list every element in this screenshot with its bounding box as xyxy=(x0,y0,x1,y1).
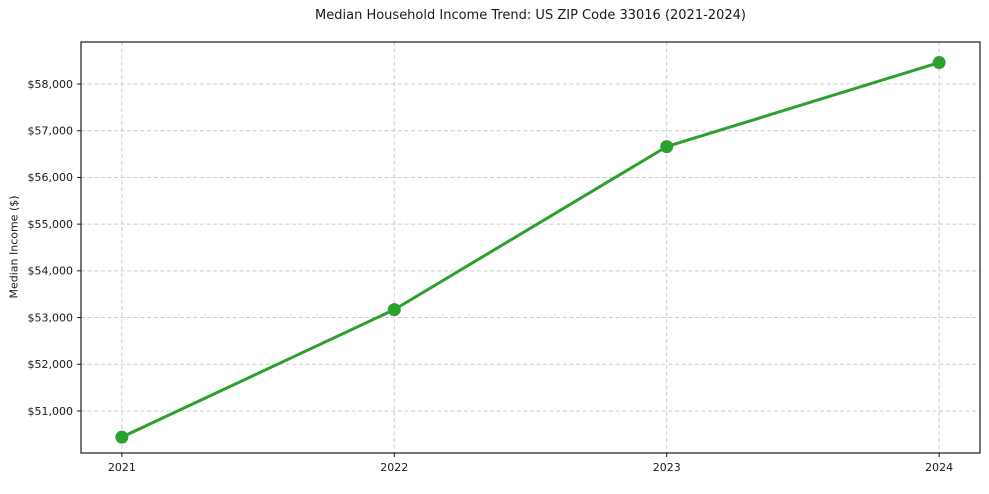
y-axis-label: Median Income ($) xyxy=(7,195,21,299)
y-tick-label: $51,000 xyxy=(28,405,74,418)
y-tick-label: $54,000 xyxy=(28,265,74,278)
x-tick-label: 2022 xyxy=(380,461,408,474)
y-tick-label: $56,000 xyxy=(28,171,74,184)
y-tick-label: $52,000 xyxy=(28,358,74,371)
data-point xyxy=(115,430,129,444)
y-tick-label: $58,000 xyxy=(28,78,74,91)
y-tick-label: $57,000 xyxy=(28,125,74,138)
x-tick-label: 2023 xyxy=(653,461,681,474)
x-tick-label: 2024 xyxy=(925,461,953,474)
y-tick-label: $53,000 xyxy=(28,311,74,324)
chart-title: Median Household Income Trend: US ZIP Co… xyxy=(315,8,746,23)
data-point xyxy=(932,56,946,70)
plot-frame xyxy=(80,41,981,454)
y-tick-label: $55,000 xyxy=(28,218,74,231)
data-point xyxy=(660,140,674,154)
trend-line xyxy=(120,61,941,439)
x-tick-label: 2021 xyxy=(108,461,136,474)
data-point xyxy=(387,303,401,317)
